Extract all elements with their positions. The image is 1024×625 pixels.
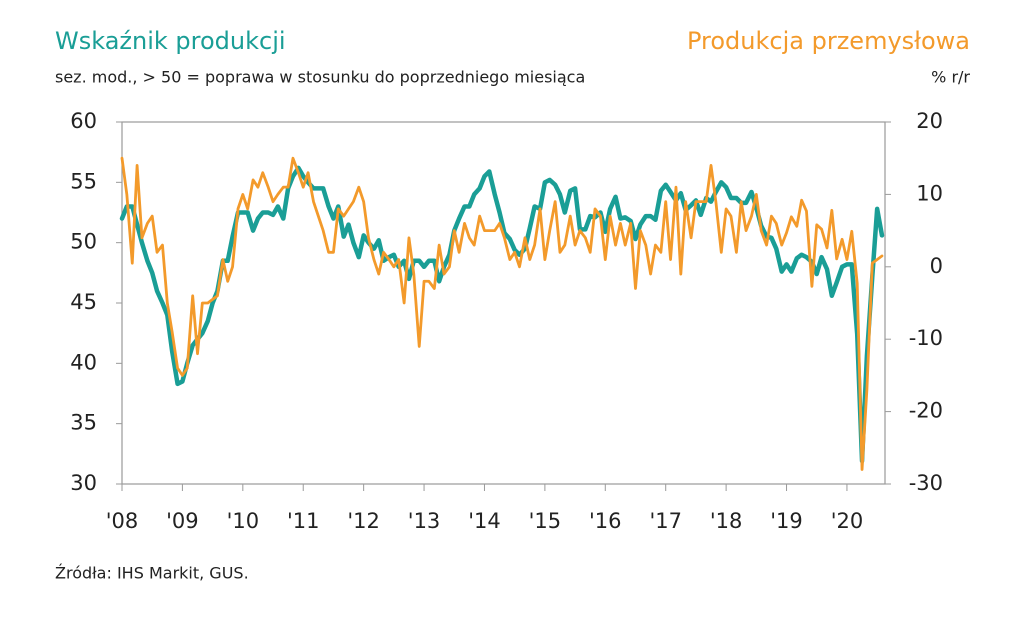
x-tick-label: '20: [831, 509, 864, 533]
source: Źródła: IHS Markit, GUS.: [55, 564, 249, 583]
series-line: [120, 156, 884, 471]
x-tick-label: '08: [106, 509, 139, 533]
y2-tick-label: 10: [916, 181, 943, 205]
x-tick-label: '16: [589, 509, 622, 533]
y-tick-label: 55: [70, 169, 97, 193]
x-tick-label: '11: [287, 509, 320, 533]
y-tick-label: 45: [70, 290, 97, 314]
y-tick-label: 30: [70, 471, 97, 495]
subtitle: sez. mod., > 50 = poprawa w stosunku do …: [55, 68, 585, 87]
x-tick-label: '18: [710, 509, 743, 533]
y2-unit: % r/r: [931, 68, 970, 87]
y-tick-label: 50: [70, 230, 97, 254]
x-tick-label: '13: [408, 509, 441, 533]
right-title: Produkcja przemysłowa: [687, 27, 970, 55]
x-tick-label: '12: [347, 509, 380, 533]
x-tick-label: '09: [166, 509, 199, 533]
y-tick-label: 60: [70, 109, 97, 133]
x-tick-label: '10: [227, 509, 260, 533]
y-tick-label: 35: [70, 411, 97, 435]
series-line: [119, 165, 885, 464]
x-tick-label: '14: [468, 509, 501, 533]
y2-tick-label: -10: [909, 326, 943, 350]
plot-frame: [121, 121, 886, 485]
x-tick-label: '19: [770, 509, 803, 533]
y2-tick-label: -30: [909, 471, 943, 495]
y2-tick-label: -20: [909, 399, 943, 423]
y2-tick-label: 0: [930, 254, 943, 278]
y-tick-label: 40: [70, 350, 97, 374]
x-tick-label: '15: [529, 509, 562, 533]
left-title: Wskaźnik produkcji: [55, 27, 286, 55]
x-tick-label: '17: [649, 509, 682, 533]
y2-tick-label: 20: [916, 109, 943, 133]
